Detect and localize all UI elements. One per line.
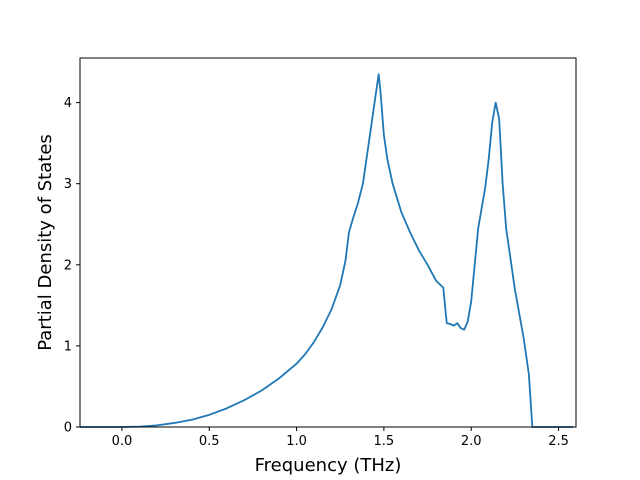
- plot-frame: [79, 57, 577, 428]
- y-tick-label: 1: [64, 339, 72, 354]
- x-tick-label: 1.5: [374, 434, 395, 449]
- y-tick-label: 0: [64, 421, 72, 436]
- x-tick-label: 1.0: [286, 434, 307, 449]
- x-tick-label: 0.0: [112, 434, 133, 449]
- y-tick-label: 3: [64, 177, 72, 192]
- x-tick-label: 2.5: [548, 434, 569, 449]
- y-axis-label: Partial Density of States: [35, 134, 56, 351]
- series-layer: [79, 73, 574, 428]
- plot-area: [80, 58, 576, 427]
- y-tick-label: 4: [64, 96, 72, 111]
- y-tick-label: 2: [64, 258, 72, 273]
- ticks-layer: 0.0 0.5 1.0 1.5 2.0 2.5 0 1 2 3 4: [64, 96, 569, 449]
- x-tick-label: 0.5: [199, 434, 220, 449]
- series-line: [79, 73, 574, 428]
- x-axis-label: Frequency (THz): [255, 455, 402, 476]
- x-tick-label: 2.0: [461, 434, 482, 449]
